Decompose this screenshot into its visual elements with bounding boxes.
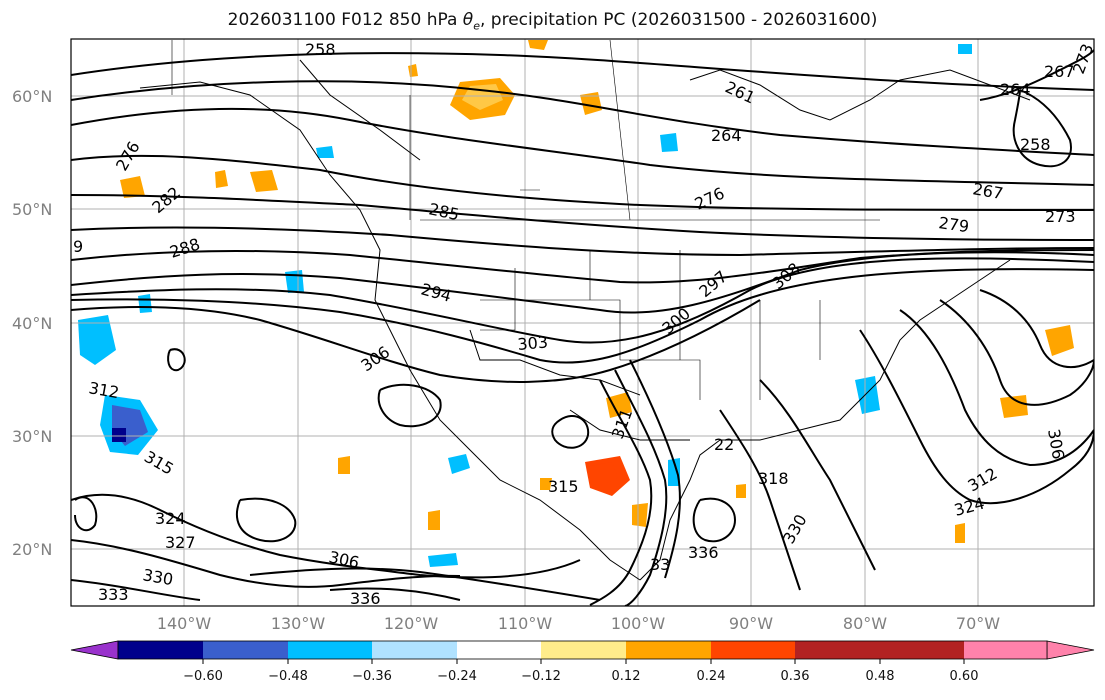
colorbar-tick-label: 0.24 [697, 669, 726, 684]
contour-label: 315 [548, 477, 579, 496]
colorbar-segment [541, 641, 626, 659]
colorbar-segment [457, 641, 541, 659]
lon-tick-label: 130°W [271, 614, 326, 633]
contour-label: 258 [305, 40, 336, 59]
lon-tick-label: 110°W [498, 614, 553, 633]
colorbar-extend-max [1046, 640, 1095, 660]
plot-area [71, 39, 1094, 606]
longitude-axis: 140°W 130°W 120°W 110°W 100°W 90°W 80°W … [157, 614, 1000, 633]
contour-label: 279 [937, 213, 970, 236]
contour-label: 336 [688, 543, 719, 562]
latitude-axis: 60°N 50°N 40°N 30°N 20°N [12, 87, 52, 559]
contour-label: 273 [1045, 207, 1076, 226]
contour-label: 264 [711, 126, 742, 145]
contour-label: 318 [758, 469, 789, 488]
contour-label: 327 [165, 533, 196, 552]
contour-label: 333 [98, 585, 129, 604]
graticule [71, 39, 1094, 606]
colorbar-segment [372, 641, 457, 659]
contour-label: 267 [1044, 62, 1075, 81]
lon-tick-label: 140°W [157, 614, 212, 633]
colorbar-extend-min [70, 640, 119, 660]
contour-label: 303 [517, 332, 549, 354]
precip-shading [78, 40, 1074, 567]
lon-tick-label: 100°W [611, 614, 666, 633]
contour-label: 264 [1000, 80, 1031, 99]
lat-tick-label: 50°N [12, 200, 52, 219]
colorbar-tick-label: 0.48 [866, 669, 895, 684]
colorbar-tick-label: 0.36 [781, 669, 810, 684]
colorbar-segment [880, 641, 964, 659]
lat-tick-label: 20°N [12, 540, 52, 559]
contour-label: 9 [73, 237, 83, 256]
lon-tick-label: 80°W [843, 614, 887, 633]
colorbar-segment [795, 641, 880, 659]
colorbar-segment [288, 641, 372, 659]
contour-label: 324 [155, 509, 186, 528]
colorbar-tick-label: 0.12 [612, 669, 641, 684]
colorbar: −0.60 −0.48 −0.36 −0.24 −0.12 0.12 0.24 … [70, 640, 1095, 684]
map-title: 2026031100 F012 850 hPa θe, precipitatio… [227, 10, 878, 33]
contour-label: 336 [350, 589, 381, 608]
lat-tick-label: 40°N [12, 314, 52, 333]
colorbar-tick-label: 0.60 [950, 669, 979, 684]
colorbar-segment [711, 641, 795, 659]
colorbar-tick-label: −0.48 [268, 669, 308, 684]
colorbar-tick-label: −0.36 [352, 669, 392, 684]
theta-e-contours [71, 49, 1094, 606]
lon-tick-label: 120°W [384, 614, 439, 633]
lon-tick-label: 70°W [956, 614, 1000, 633]
colorbar-segment [626, 641, 711, 659]
colorbar-tick-label: −0.24 [437, 669, 477, 684]
lat-tick-label: 60°N [12, 87, 52, 106]
plot-frame [70, 38, 1095, 607]
contour-label: 22 [714, 435, 734, 454]
contour-label: 258 [1020, 135, 1051, 154]
colorbar-segment [203, 641, 288, 659]
lon-tick-label: 90°W [729, 614, 773, 633]
colorbar-segment [964, 641, 1047, 659]
colorbar-tick-label: −0.12 [521, 669, 561, 684]
contour-label: 33 [650, 555, 670, 574]
lat-tick-label: 30°N [12, 427, 52, 446]
colorbar-segment [118, 641, 203, 659]
colorbar-tick-label: −0.60 [183, 669, 223, 684]
